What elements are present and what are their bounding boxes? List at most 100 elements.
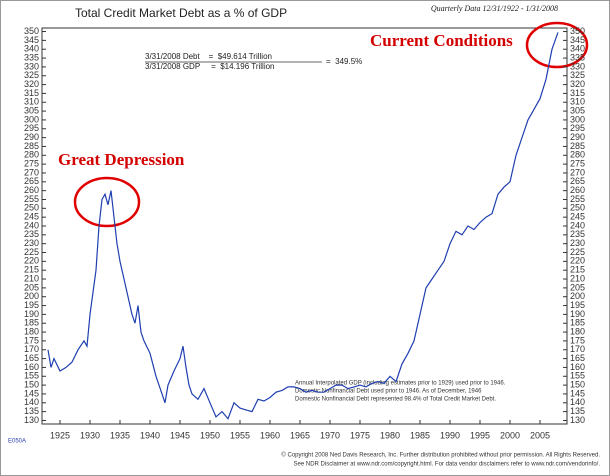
footnote: Annual Interpolated GDP (including estim… — [295, 381, 506, 387]
x-tick-label: 1995 — [470, 430, 490, 440]
y-tick-label: 215 — [24, 265, 39, 275]
data-line — [47, 32, 559, 420]
y-tick-label: 340 — [24, 44, 39, 54]
y-tick-label: 260 — [24, 185, 39, 195]
x-tick-label: 1925 — [50, 430, 70, 440]
y-tick-label: 185 — [24, 318, 39, 328]
y-tick-label: 290 — [24, 132, 39, 142]
y-tick-label: 280 — [24, 150, 39, 160]
x-tick-label: 1970 — [320, 430, 340, 440]
annotation: = 349.5% — [326, 57, 362, 66]
chart-code: E050A — [8, 439, 26, 445]
x-tick-label: 1955 — [230, 430, 250, 440]
y-tick-label: 315 — [24, 88, 39, 98]
y-tick-label: 320 — [24, 79, 39, 89]
y2-tick-label: 200 — [570, 291, 585, 301]
footnote: Domestic Nonfinancial Debt represented 9… — [295, 397, 496, 403]
y-tick-label: 325 — [24, 70, 39, 80]
y2-tick-label: 275 — [570, 159, 585, 169]
y2-tick-label: 345 — [570, 35, 585, 45]
y-tick-label: 255 — [24, 194, 39, 204]
y2-tick-label: 210 — [570, 273, 585, 283]
y2-tick-label: 335 — [570, 52, 585, 62]
x-tick-label: 1945 — [170, 430, 190, 440]
y-tick-label: 250 — [24, 203, 39, 213]
highlight-ellipse — [525, 21, 589, 69]
y2-tick-label: 185 — [570, 318, 585, 328]
copyright: © Copyright 2008 Ned Davis Research, Inc… — [281, 452, 600, 459]
y-tick-label: 300 — [24, 114, 39, 124]
y2-tick-label: 330 — [570, 61, 585, 71]
annotation: 3/31/2008 GDP = $14.196 Trillion — [145, 62, 275, 71]
y-tick-label: 165 — [24, 353, 39, 363]
y-tick-label: 205 — [24, 282, 39, 292]
x-tick-label: 2000 — [500, 430, 520, 440]
y2-tick-label: 230 — [570, 238, 585, 248]
y-tick-label: 150 — [24, 379, 39, 389]
y-tick-label: 285 — [24, 141, 39, 151]
y2-tick-label: 175 — [570, 335, 585, 345]
y-tick-label: 240 — [24, 220, 39, 230]
x-tick-label: 1975 — [350, 430, 370, 440]
y2-tick-label: 160 — [570, 362, 585, 372]
y2-tick-label: 255 — [570, 194, 585, 204]
y2-tick-label: 325 — [570, 70, 585, 80]
y-tick-label: 310 — [24, 97, 39, 107]
y-tick-label: 335 — [24, 52, 39, 62]
y2-tick-label: 145 — [570, 388, 585, 398]
y2-tick-label: 300 — [570, 114, 585, 124]
y-tick-label: 160 — [24, 362, 39, 372]
x-tick-label: 1980 — [380, 430, 400, 440]
highlight-ellipse — [73, 176, 141, 228]
y-tick-label: 200 — [24, 291, 39, 301]
y2-tick-label: 130 — [570, 415, 585, 425]
y2-tick-label: 170 — [570, 344, 585, 354]
y2-tick-label: 340 — [570, 44, 585, 54]
x-tick-label: 1940 — [140, 430, 160, 440]
x-tick-label: 1960 — [260, 430, 280, 440]
y2-tick-label: 305 — [570, 105, 585, 115]
y-tick-label: 270 — [24, 167, 39, 177]
y2-tick-label: 220 — [570, 256, 585, 266]
y2-tick-label: 140 — [570, 397, 585, 407]
y2-tick-label: 205 — [570, 282, 585, 292]
y-tick-label: 190 — [24, 309, 39, 319]
y2-tick-label: 225 — [570, 247, 585, 257]
y2-tick-label: 350 — [570, 26, 585, 36]
annotation: 3/31/2008 Debt = $49.614 Trillion — [145, 52, 272, 61]
x-tick-label: 2005 — [530, 430, 550, 440]
y-tick-label: 220 — [24, 256, 39, 266]
y2-tick-label: 310 — [570, 97, 585, 107]
y-tick-label: 170 — [24, 344, 39, 354]
y2-tick-label: 265 — [570, 176, 585, 186]
y-tick-label: 330 — [24, 61, 39, 71]
disclaimer: See NDR Disclaimer at www.ndr.com/copyri… — [294, 462, 601, 468]
y2-tick-label: 260 — [570, 185, 585, 195]
y2-tick-label: 215 — [570, 265, 585, 275]
footnote: Domestic Nonfinancial Debt used prior to… — [295, 389, 482, 395]
chart-title: Total Credit Market Debt as a % of GDP — [75, 6, 287, 20]
y-tick-label: 195 — [24, 300, 39, 310]
annotation: Great Depression — [58, 150, 185, 169]
y-tick-label: 230 — [24, 238, 39, 248]
x-tick-label: 1965 — [290, 430, 310, 440]
y2-tick-label: 250 — [570, 203, 585, 213]
y2-tick-label: 280 — [570, 150, 585, 160]
y2-tick-label: 195 — [570, 300, 585, 310]
y2-tick-label: 235 — [570, 229, 585, 239]
y2-tick-label: 315 — [570, 88, 585, 98]
y-tick-label: 350 — [24, 26, 39, 36]
y-tick-label: 235 — [24, 229, 39, 239]
y2-tick-label: 295 — [570, 123, 585, 133]
y-tick-label: 305 — [24, 105, 39, 115]
y-tick-label: 345 — [24, 35, 39, 45]
y2-tick-label: 270 — [570, 167, 585, 177]
y2-tick-label: 285 — [570, 141, 585, 151]
y-tick-label: 265 — [24, 176, 39, 186]
y-tick-label: 295 — [24, 123, 39, 133]
chart-subtitle: Quarterly Data 12/31/1922 - 1/31/2008 — [431, 4, 558, 13]
y-tick-label: 245 — [24, 212, 39, 222]
y-tick-label: 155 — [24, 371, 39, 381]
